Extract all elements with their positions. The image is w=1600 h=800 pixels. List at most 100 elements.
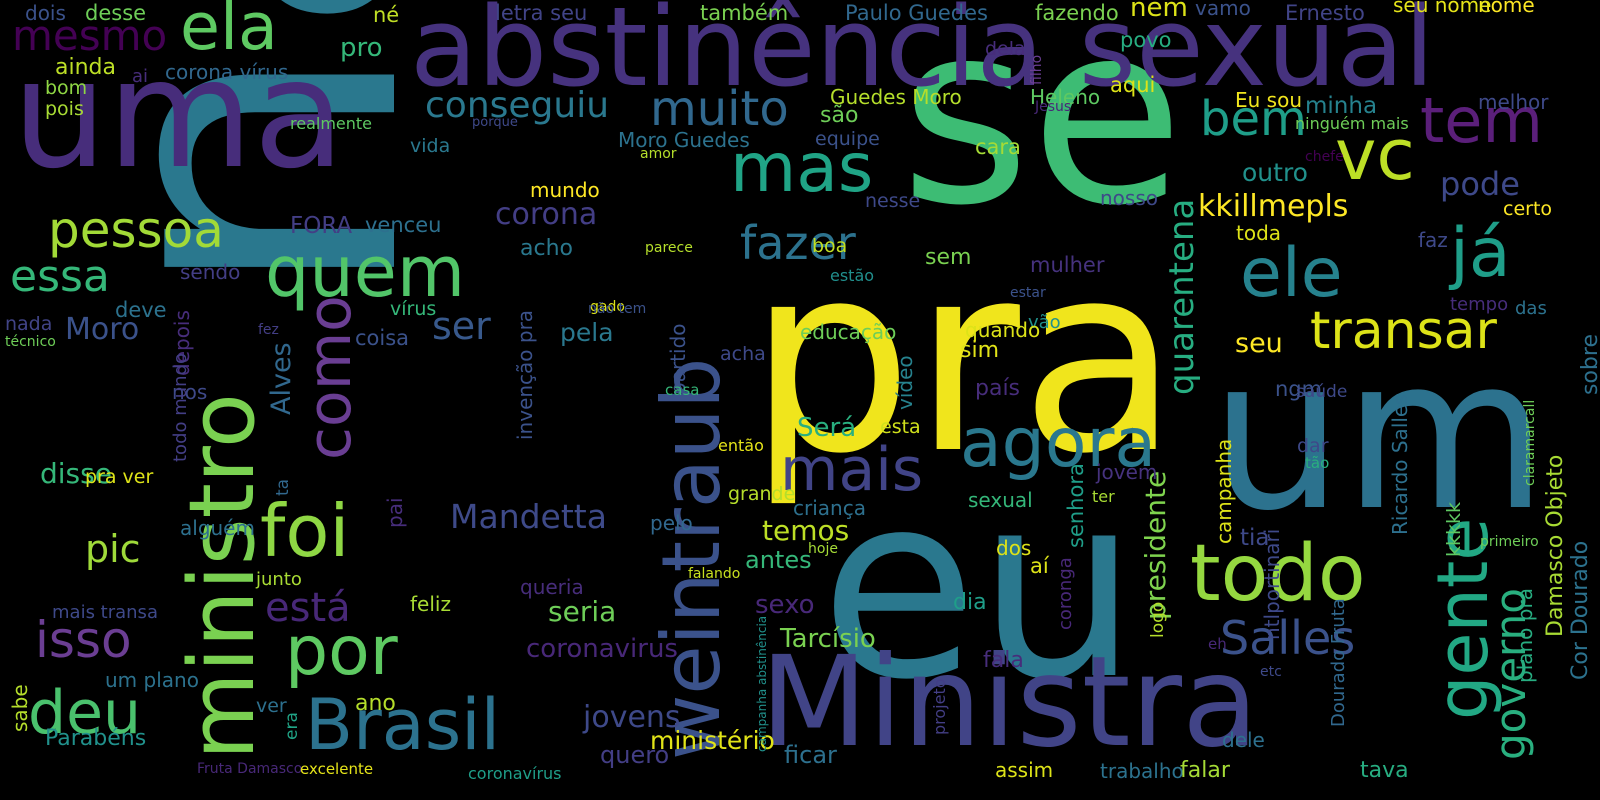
cloud-word: então [718, 436, 764, 455]
cloud-word: campanha [1212, 438, 1236, 544]
cloud-word: criança [793, 496, 866, 520]
cloud-word: disse [40, 457, 112, 490]
cloud-word: tempo [1450, 294, 1509, 315]
cloud-word: educação [800, 320, 897, 344]
cloud-word: acha [720, 343, 766, 365]
cloud-word: mulher [1030, 253, 1105, 277]
cloud-word: tia [1240, 525, 1270, 551]
cloud-word: projeto [930, 678, 949, 735]
cloud-word: chefe [1305, 149, 1344, 165]
cloud-word: saúde [1296, 382, 1348, 402]
cloud-word: uma [12, 28, 346, 202]
cloud-word: toda [1236, 221, 1282, 245]
cloud-word: seria [548, 595, 617, 628]
cloud-word: sem [925, 245, 972, 270]
cloud-word: boa [812, 235, 848, 257]
cloud-word: ser [432, 304, 491, 348]
cloud-word: mundo [530, 178, 600, 202]
cloud-word: melhor [1478, 90, 1549, 114]
cloud-word: desse [85, 1, 147, 25]
cloud-word: excelente [300, 760, 374, 778]
cloud-word: Alves [266, 342, 297, 415]
cloud-word: mais [780, 435, 924, 505]
cloud-word: ministro [170, 393, 275, 760]
cloud-word: kkkkk [1443, 501, 1465, 557]
cloud-word: outro [1242, 158, 1308, 187]
cloud-word: trabalho [1100, 759, 1184, 783]
cloud-word: foi [260, 489, 350, 573]
cloud-word: Moro Guedes [618, 128, 750, 152]
cloud-word: mesmo [12, 11, 168, 60]
cloud-word: coisa [355, 326, 410, 350]
cloud-word: plano pra [1513, 588, 1537, 683]
cloud-word: claramarcall [1522, 399, 1538, 486]
cloud-word: quero [600, 741, 670, 769]
cloud-word: pai [383, 497, 407, 528]
cloud-word: esta [880, 416, 921, 438]
cloud-word: Damasco Objeto [1543, 454, 1568, 637]
cloud-word: eh [1208, 635, 1227, 653]
cloud-word: Ministra [760, 630, 1259, 775]
cloud-word: bom [45, 77, 88, 99]
cloud-word: ela [180, 0, 278, 65]
cloud-word: essa [10, 251, 110, 302]
cloud-word: ficar [784, 741, 837, 769]
cloud-word: sendo [180, 260, 241, 284]
cloud-word: dela [985, 38, 1026, 60]
cloud-word: ai [132, 66, 149, 87]
cloud-word: dois [25, 1, 66, 25]
cloud-word: também [700, 1, 789, 25]
cloud-word: pra [748, 209, 1180, 511]
cloud-word: grande [728, 483, 796, 505]
cloud-word: vamo [1195, 0, 1251, 20]
cloud-word: FORA [290, 213, 353, 239]
cloud-word: se [900, 0, 1185, 260]
cloud-word: etc [1260, 664, 1282, 680]
cloud-word: coronavírus [468, 764, 562, 783]
cloud-word: um plano [105, 668, 199, 692]
cloud-word: Brasil [305, 684, 501, 766]
cloud-word: nos [172, 380, 208, 404]
cloud-word: parece [645, 240, 693, 256]
cloud-word: sexual [968, 488, 1033, 512]
cloud-word: dar [1297, 435, 1329, 457]
cloud-word: senhora [1064, 463, 1088, 548]
cloud-word: temos [762, 514, 850, 547]
cloud-word: Guedes Moro [830, 85, 962, 109]
cloud-word: nem [1130, 0, 1188, 23]
cloud-word: Mandetta [450, 497, 607, 536]
cloud-word: está [265, 585, 351, 631]
cloud-word: ta [273, 478, 293, 496]
cloud-word: ter [1092, 487, 1115, 506]
cloud-word: tava [1360, 758, 1409, 783]
cloud-word: vírus [390, 298, 437, 320]
cloud-word: quem [265, 231, 466, 313]
cloud-word: nesse [865, 190, 921, 212]
cloud-word: porque [472, 115, 518, 130]
cloud-word: certo [1503, 198, 1553, 220]
cloud-word: tem [1420, 84, 1543, 157]
cloud-word: dia [953, 590, 987, 615]
cloud-word: país [975, 376, 1021, 401]
cloud-word: bem [1200, 91, 1307, 147]
cloud-word: eu [820, 439, 1139, 736]
cloud-word: Ernesto [1285, 1, 1365, 25]
cloud-word: Tarcísio [780, 624, 876, 654]
cloud-word: todo mundo [170, 352, 191, 462]
cloud-word: queria [520, 575, 584, 599]
cloud-word: nome [1478, 0, 1535, 17]
cloud-word: alguém [180, 516, 255, 540]
cloud-word: muito [650, 81, 789, 137]
cloud-word: junto [256, 569, 302, 590]
cloud-word: ano [355, 691, 396, 716]
cloud-word: coronavirus [526, 634, 678, 664]
cloud-word: era [282, 712, 302, 740]
cloud-word: corona [495, 197, 598, 232]
cloud-word: gado [590, 299, 625, 315]
cloud-word: deve [115, 298, 167, 322]
cloud-word: Será [797, 413, 857, 443]
cloud-word: como [295, 295, 365, 460]
cloud-word: ngm [1275, 377, 1323, 401]
cloud-word: um [1210, 312, 1548, 557]
